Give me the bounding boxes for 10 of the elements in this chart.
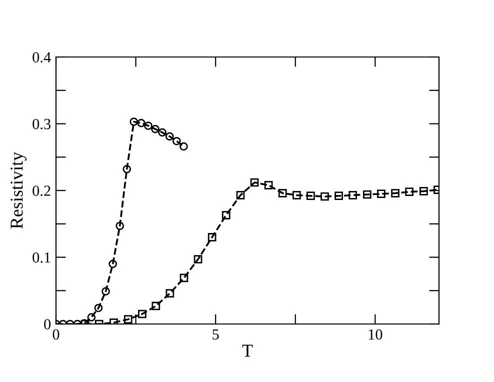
y-axis-title: Resistivity [10, 152, 26, 229]
y-tick-label: 0 [44, 319, 51, 330]
x-axis-title: T [242, 344, 253, 357]
y-tick-label: 0.3 [32, 118, 51, 130]
y-tick-label: 0.2 [32, 186, 50, 196]
x-tick-label: 5 [212, 329, 219, 340]
y-tick-label: 0.1 [32, 252, 50, 263]
y-tick-label: 0.4 [32, 52, 51, 63]
x-tick-label: 10 [368, 329, 382, 340]
x-tick-label: 0 [52, 329, 60, 340]
